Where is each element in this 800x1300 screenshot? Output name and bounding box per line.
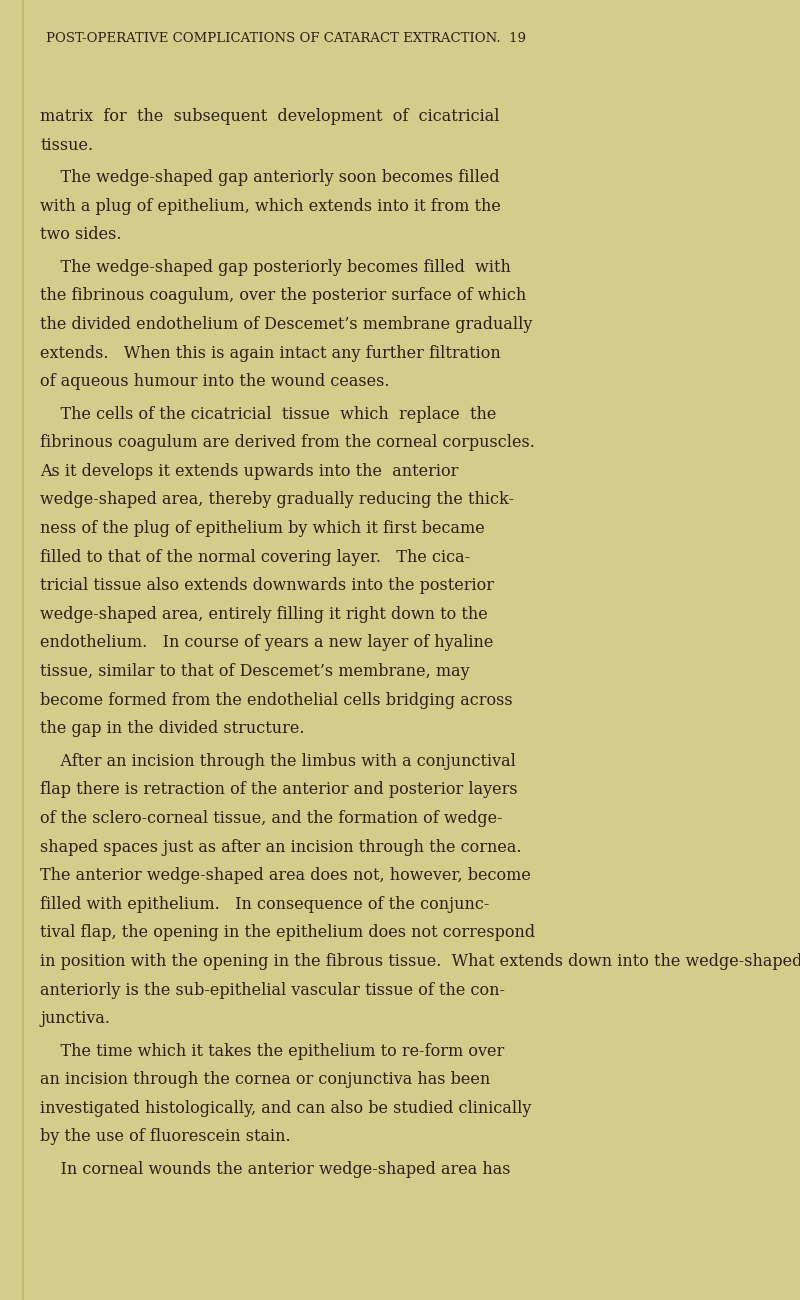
Text: fibrinous coagulum are derived from the corneal corpuscles.: fibrinous coagulum are derived from the … [40,434,535,451]
Text: flap there is retraction of the anterior and posterior layers: flap there is retraction of the anterior… [40,781,518,798]
Text: The wedge-shaped gap anteriorly soon becomes filled: The wedge-shaped gap anteriorly soon bec… [40,169,500,186]
Text: wedge-shaped area, thereby gradually reducing the thick-: wedge-shaped area, thereby gradually red… [40,491,514,508]
Text: POST-OPERATIVE COMPLICATIONS OF CATARACT EXTRACTION.  19: POST-OPERATIVE COMPLICATIONS OF CATARACT… [46,32,526,46]
Text: tival flap, the opening in the epithelium does not correspond: tival flap, the opening in the epitheliu… [40,924,535,941]
Text: shaped spaces just as after an incision through the cornea.: shaped spaces just as after an incision … [40,838,522,855]
Text: of the sclero-corneal tissue, and the formation of wedge-: of the sclero-corneal tissue, and the fo… [40,810,502,827]
Text: The wedge-shaped gap posteriorly becomes filled  with: The wedge-shaped gap posteriorly becomes… [40,259,511,276]
Text: with a plug of epithelium, which extends into it from the: with a plug of epithelium, which extends… [40,198,501,214]
Text: endothelium.   In course of years a new layer of hyaline: endothelium. In course of years a new la… [40,634,494,651]
Text: become formed from the endothelial cells bridging across: become formed from the endothelial cells… [40,692,513,708]
Text: wedge-shaped area, entirely filling it right down to the: wedge-shaped area, entirely filling it r… [40,606,488,623]
Text: investigated histologically, and can also be studied clinically: investigated histologically, and can als… [40,1100,531,1117]
Text: matrix  for  the  subsequent  development  of  cicatricial: matrix for the subsequent development of… [40,108,499,125]
Text: the fibrinous coagulum, over the posterior surface of which: the fibrinous coagulum, over the posteri… [40,287,526,304]
Text: The cells of the cicatricial  tissue  which  replace  the: The cells of the cicatricial tissue whic… [40,406,497,423]
Text: The anterior wedge-shaped area does not, however, become: The anterior wedge-shaped area does not,… [40,867,531,884]
Text: of aqueous humour into the wound ceases.: of aqueous humour into the wound ceases. [40,373,390,390]
Text: tissue.: tissue. [40,136,94,153]
Text: After an incision through the limbus with a conjunctival: After an incision through the limbus wit… [40,753,516,770]
Text: tissue, similar to that of Descemet’s membrane, may: tissue, similar to that of Descemet’s me… [40,663,470,680]
Text: two sides.: two sides. [40,226,122,243]
Text: anteriorly is the sub-epithelial vascular tissue of the con-: anteriorly is the sub-epithelial vascula… [40,982,505,998]
Text: in position with the opening in the fibrous tissue.  What extends down into the : in position with the opening in the fibr… [40,953,800,970]
Text: The time which it takes the epithelium to re-form over: The time which it takes the epithelium t… [40,1043,504,1060]
Text: the gap in the divided structure.: the gap in the divided structure. [40,720,305,737]
Text: As it develops it extends upwards into the  anterior: As it develops it extends upwards into t… [40,463,458,480]
Text: extends.   When this is again intact any further filtration: extends. When this is again intact any f… [40,344,501,361]
Text: In corneal wounds the anterior wedge-shaped area has: In corneal wounds the anterior wedge-sha… [40,1161,510,1178]
Text: the divided endothelium of Descemet’s membrane gradually: the divided endothelium of Descemet’s me… [40,316,533,333]
Text: tricial tissue also extends downwards into the posterior: tricial tissue also extends downwards in… [40,577,494,594]
Text: filled with epithelium.   In consequence of the conjunc-: filled with epithelium. In consequence o… [40,896,490,913]
Text: an incision through the cornea or conjunctiva has been: an incision through the cornea or conjun… [40,1071,490,1088]
Text: by the use of fluorescein stain.: by the use of fluorescein stain. [40,1128,290,1145]
Text: ness of the plug of epithelium by which it first became: ness of the plug of epithelium by which … [40,520,485,537]
Text: filled to that of the normal covering layer.   The cica-: filled to that of the normal covering la… [40,549,470,566]
Text: junctiva.: junctiva. [40,1010,110,1027]
